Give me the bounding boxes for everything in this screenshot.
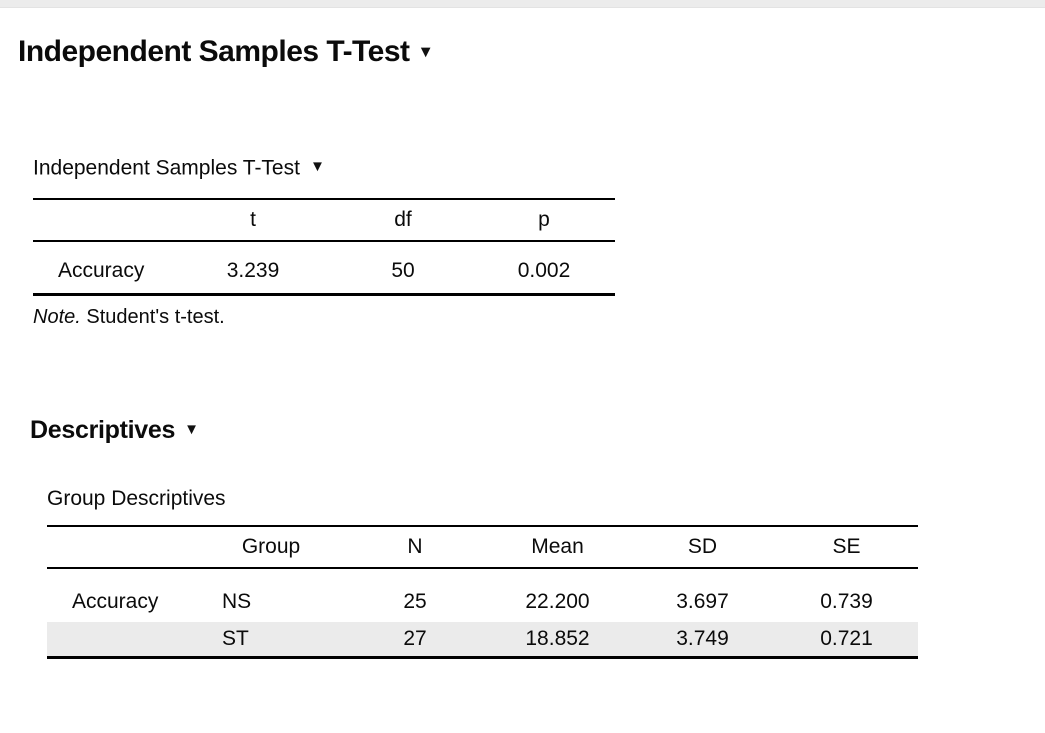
note-text: Student's t-test. (80, 306, 225, 329)
ttest-table-title-menu-button[interactable]: Independent Samples T-Test ▼ (33, 154, 325, 181)
table-row: ST 27 18.852 3.749 0.721 (47, 621, 918, 658)
dropdown-caret-icon: ▼ (309, 158, 325, 176)
cell-se: 0.721 (820, 626, 873, 650)
column-header-n: N (407, 534, 423, 558)
column-header-sd: SD (687, 534, 718, 558)
ttest-section: Independent Samples T-Test ▼ t df p Accur… (33, 71, 1045, 329)
window-top-strip (0, 0, 1045, 8)
ttest-table-title: Independent Samples T-Test (33, 156, 300, 180)
column-header-blank (47, 526, 197, 568)
cell-n: 27 (403, 626, 427, 650)
cell-variable-label: Accuracy (72, 589, 159, 613)
cell-sd: 3.749 (676, 626, 729, 650)
dropdown-caret-icon: ▼ (417, 43, 434, 61)
column-header-blank (33, 199, 173, 241)
note-label: Note. (33, 306, 81, 329)
group-descriptives-table-title: Group Descriptives (47, 486, 226, 510)
descriptives-heading-menu-button[interactable]: Descriptives ▼ (30, 415, 199, 445)
ttest-header-row: t df p (33, 199, 615, 242)
cell-group: NS (222, 589, 252, 613)
results-title-menu-button[interactable]: Independent Samples T-Test ▼ (18, 33, 434, 71)
cell-mean: 18.852 (525, 626, 590, 650)
column-header-p: p (538, 208, 550, 232)
cell-variable-label (47, 622, 197, 658)
descriptives-table: Group N Mean SD SE Accuracy NS 25 22.200… (47, 524, 918, 659)
descriptives-header-row: Group N Mean SD SE (47, 526, 918, 568)
column-header-mean: Mean (531, 534, 584, 558)
table-row: Accuracy NS 25 22.200 3.697 0.739 (47, 568, 918, 622)
cell-t-value: 3.239 (226, 259, 280, 283)
cell-group: ST (222, 626, 249, 650)
table-row: Accuracy 3.239 50 0.002 (33, 241, 615, 295)
cell-mean: 22.200 (525, 589, 590, 613)
table-note: Note. Student's t-test. (33, 305, 1045, 329)
cell-se: 0.739 (820, 589, 873, 613)
cell-df-value: 50 (391, 259, 415, 283)
cell-variable-label: Accuracy (58, 259, 145, 283)
descriptives-section: Group Descriptives Group N Mean SD SE Ac… (47, 446, 1045, 659)
column-header-group: Group (241, 534, 301, 558)
results-title: Independent Samples T-Test (18, 35, 410, 69)
ttest-table: t df p Accuracy 3.239 50 0.002 (33, 198, 615, 297)
column-header-t: t (250, 208, 256, 232)
column-header-se: SE (832, 534, 861, 558)
cell-p-value: 0.002 (517, 259, 571, 283)
descriptives-heading: Descriptives (30, 416, 176, 445)
cell-sd: 3.697 (676, 589, 729, 613)
dropdown-caret-icon: ▼ (184, 421, 199, 439)
cell-n: 25 (403, 589, 427, 613)
column-header-df: df (394, 208, 412, 232)
